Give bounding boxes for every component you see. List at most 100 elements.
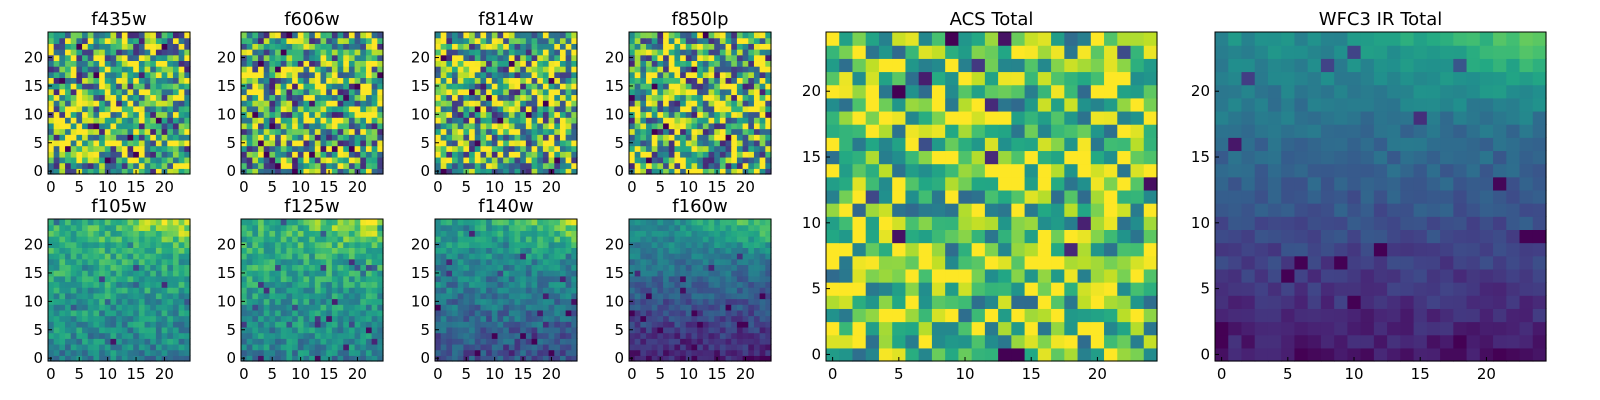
heatmap-cell [161, 349, 168, 356]
heatmap-cell [674, 49, 681, 56]
heatmap-cell [343, 94, 350, 101]
heatmap-cell [731, 88, 738, 96]
heatmap-cell [155, 49, 163, 56]
heatmap-cell [469, 224, 476, 231]
y-tick-label: 20 [24, 236, 43, 254]
heatmap-cell [360, 326, 367, 334]
heatmap-cell [457, 304, 464, 311]
heatmap-cell [559, 321, 567, 328]
heatmap-cell [297, 315, 305, 322]
heatmap-cell [93, 111, 100, 118]
heatmap-cell [565, 321, 572, 328]
heatmap-cell [480, 134, 487, 141]
heatmap-cell [446, 326, 453, 334]
heatmap-cell [497, 321, 504, 328]
heatmap-cell [70, 292, 77, 300]
heatmap-cell [452, 66, 459, 73]
heatmap-cell [65, 111, 72, 118]
heatmap-cell [292, 343, 299, 351]
heatmap-cell [525, 111, 533, 118]
heatmap-cell [668, 128, 676, 135]
heatmap-cell [275, 105, 282, 113]
heatmap-cell [520, 253, 527, 260]
heatmap-cell [765, 139, 772, 147]
heatmap-cell [377, 162, 384, 169]
heatmap-cell [708, 298, 715, 305]
heatmap-cell [343, 292, 350, 300]
heatmap-cell [463, 32, 470, 39]
heatmap-cell [640, 355, 647, 362]
heatmap-cell [365, 241, 373, 248]
heatmap-cell [759, 321, 766, 328]
heatmap-cell [138, 168, 146, 175]
heatmap-cell [280, 134, 288, 141]
heatmap-cell [514, 326, 521, 334]
heatmap-cell [685, 281, 693, 288]
heatmap-cell [59, 94, 66, 101]
heatmap-cell [525, 304, 533, 311]
heatmap-cell [59, 111, 66, 118]
heatmap-cell [320, 304, 327, 311]
heatmap-cell [457, 298, 464, 305]
heatmap-cell [76, 117, 83, 124]
heatmap-cell [371, 94, 378, 101]
heatmap-cell [155, 156, 163, 164]
heatmap-cell [280, 298, 288, 305]
heatmap-cell [161, 219, 168, 226]
heatmap-cell [144, 128, 151, 135]
heatmap-cell [753, 139, 761, 147]
heatmap-cell [53, 139, 60, 147]
heatmap-cell [76, 287, 83, 294]
heatmap-cell [668, 49, 676, 56]
heatmap-cell [753, 43, 761, 50]
heatmap-cell [172, 94, 180, 101]
heatmap-cell [629, 105, 636, 113]
heatmap-cell [691, 304, 698, 311]
heatmap-cell [303, 315, 310, 322]
heatmap-cell [508, 338, 516, 345]
heatmap-cell [263, 151, 270, 158]
heatmap-cell [508, 270, 516, 277]
heatmap-cell [691, 332, 698, 339]
heatmap-cell [280, 230, 288, 237]
heatmap-cell [525, 134, 533, 141]
heatmap-cell [275, 287, 282, 294]
heatmap-cell [178, 145, 185, 152]
heatmap-cell [691, 298, 698, 305]
heatmap-cell [640, 338, 647, 345]
heatmap-cell [480, 338, 487, 345]
heatmap-cell [463, 128, 470, 135]
heatmap-cell [269, 258, 276, 266]
heatmap-cell [668, 168, 676, 175]
heatmap-cell [531, 338, 538, 345]
heatmap-cell [320, 105, 327, 113]
heatmap-cell [748, 145, 755, 152]
heatmap-cell [674, 162, 681, 169]
heatmap-cell [354, 224, 361, 231]
heatmap-cell [651, 264, 658, 271]
heatmap-cell [320, 298, 327, 305]
heatmap-cell [463, 151, 470, 158]
heatmap-cell [280, 151, 288, 158]
heatmap-cell [133, 236, 140, 243]
heatmap-cell [59, 298, 66, 305]
heatmap-cell [508, 139, 516, 147]
heatmap-cell [116, 88, 123, 96]
heatmap-cell [525, 94, 533, 101]
heatmap-cell [542, 111, 550, 118]
heatmap-cell [59, 54, 66, 61]
heatmap-cell [640, 264, 647, 271]
heatmap-cell [736, 343, 744, 351]
heatmap-cell [503, 111, 510, 118]
heatmap-cell [759, 94, 766, 101]
heatmap-cell [463, 332, 470, 339]
heatmap-cell [286, 100, 293, 107]
heatmap-cell [241, 156, 248, 164]
heatmap-cell [371, 145, 378, 152]
heatmap-cell [714, 151, 721, 158]
heatmap-cell [269, 236, 276, 243]
heatmap-cell [651, 304, 658, 311]
heatmap-cell [474, 83, 482, 90]
heatmap-cell [565, 43, 572, 50]
heatmap-cell [59, 224, 66, 231]
